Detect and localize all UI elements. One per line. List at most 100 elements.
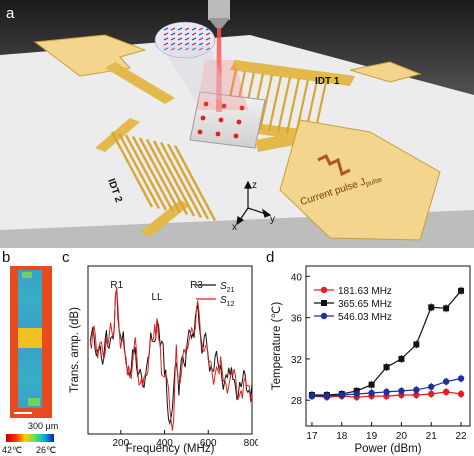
spin-arrow — [205, 32, 211, 36]
idt1-label: IDT 1 — [315, 76, 340, 87]
spin-arrow — [163, 42, 169, 46]
spin-dot — [236, 119, 242, 125]
spin-dot — [221, 103, 227, 109]
thermal-device-top — [18, 270, 42, 328]
spin-arrow — [198, 27, 204, 31]
chart-d-point — [383, 388, 390, 396]
spin-arrow — [184, 47, 190, 51]
spin-dot — [197, 129, 203, 135]
thermal-feature-2 — [28, 398, 40, 406]
chart-d-point — [428, 383, 435, 390]
chart-c-xtick-label: 400 — [156, 438, 173, 449]
panel-d-label: d — [266, 249, 274, 266]
legend-marker — [320, 286, 328, 294]
right-top-pad — [349, 61, 422, 83]
colorbar-min-label: 42℃ — [2, 445, 22, 455]
legend-marker — [321, 300, 327, 306]
spin-arrow — [177, 32, 183, 36]
chart-d-frame — [305, 265, 471, 427]
sample-plate — [189, 91, 266, 149]
axis-x-label: x — [232, 222, 237, 233]
chart-d-xtick-label: 18 — [336, 431, 348, 442]
spin-arrow — [184, 27, 190, 31]
chart-d-ytick-label: 32 — [291, 355, 303, 366]
spin-arrow — [177, 27, 183, 31]
chart-c-xtick-label: 600 — [200, 438, 217, 449]
idt2-finger — [145, 138, 189, 216]
chart-d-ytick-label: 40 — [291, 272, 303, 283]
idt2-electrode — [95, 118, 217, 237]
chart-d-point — [383, 364, 390, 371]
idt2-finger — [110, 131, 154, 208]
chart-d-xtick-label: 17 — [306, 431, 318, 442]
chart-c-xlabel: Frequency (MHz) — [126, 443, 215, 455]
spin-arrow — [205, 27, 211, 31]
chart-d-ytick-label: 36 — [291, 314, 303, 325]
panel-b-label: b — [2, 249, 10, 266]
idt2-finger — [166, 143, 210, 220]
axis-y-label: y — [270, 214, 275, 225]
idt1-finger — [276, 76, 292, 133]
top-left-lead — [105, 62, 175, 104]
schematic-panel: IDT 1 IDT 2 Current pulse Jpulse z y x a — [0, 0, 474, 248]
chart-d-point — [457, 375, 465, 382]
spin-arrow — [205, 42, 211, 46]
panel-c-label: c — [62, 249, 70, 266]
chart-c-xtick-label: 200 — [112, 438, 129, 449]
spin-dot — [200, 115, 206, 121]
spin-arrow — [163, 37, 169, 41]
coordinate-axes — [236, 180, 272, 226]
temperature-chart: d Temperature (℃) Power (dBm) 17 18 19 20 21… — [266, 249, 471, 455]
chart-d-xtick-label: 19 — [366, 431, 378, 442]
spin-arrow — [177, 42, 183, 46]
idt1-finger — [285, 78, 301, 134]
chart-d-point — [308, 392, 316, 400]
chart-d-xlabel: Power (dBm) — [354, 443, 421, 455]
objective-lens — [208, 0, 230, 20]
chart-d-point — [428, 390, 435, 398]
chart-d-point — [413, 386, 420, 394]
thermal-feature-1 — [22, 272, 32, 278]
spin-arrow — [163, 32, 169, 36]
legend-label: 181.63 MHz — [338, 286, 392, 297]
scalebar-label: 300 μm — [28, 421, 58, 431]
idt1-finger — [267, 75, 283, 132]
chart-c-legend: S21 S12 — [196, 281, 235, 308]
chart-d-xtick-label: 22 — [455, 431, 467, 442]
chart-d-xtick-label: 20 — [396, 431, 408, 442]
chart-d-point — [323, 392, 331, 400]
spin-arrow — [184, 32, 190, 36]
spin-arrow — [191, 47, 197, 51]
colorbar — [6, 434, 54, 442]
spin-arrow — [198, 42, 204, 46]
current-pad — [279, 119, 441, 241]
spin-arrow — [191, 42, 197, 46]
objective-tip — [208, 18, 230, 28]
spin-arrow — [170, 32, 176, 36]
spin-dot — [239, 105, 245, 111]
thermal-hotspot — [18, 328, 42, 348]
spin-arrow — [198, 37, 204, 41]
chart-d-point — [338, 391, 345, 399]
chart-c-annotation: LL — [151, 292, 163, 303]
chart-d-point — [443, 305, 450, 312]
chart-d-point — [458, 287, 465, 294]
spin-arrow — [198, 32, 204, 36]
spin-arrow — [163, 27, 169, 31]
spin-dot — [218, 117, 224, 123]
chart-c-frame — [87, 265, 253, 435]
chart-c-xtick-label: 800 — [244, 438, 258, 449]
legend-marker — [320, 312, 328, 320]
idt2-finger — [152, 140, 196, 217]
chart-d-point — [353, 390, 360, 398]
pulse-shape-icon — [317, 153, 351, 177]
spin-dot — [215, 131, 221, 137]
spin-arrow — [205, 37, 211, 41]
chart-d-point — [428, 304, 435, 311]
spin-arrow — [170, 27, 176, 31]
spin-arrow — [184, 42, 190, 46]
chart-d-ytick-label: 28 — [291, 396, 303, 407]
idt2-finger — [131, 135, 175, 213]
spin-arrow — [191, 32, 197, 36]
chart-d-point — [442, 388, 450, 396]
